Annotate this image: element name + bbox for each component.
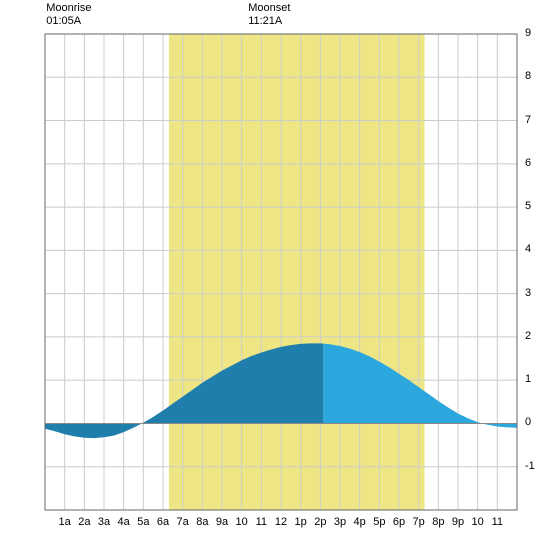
x-tick-label: 7a <box>174 516 192 528</box>
tide-moon-chart: Moonrise 01:05A Moonset 11:21A 1a2a3a4a5… <box>0 0 550 550</box>
x-tick-label: 5p <box>370 516 388 528</box>
y-tick-label: 5 <box>525 200 531 212</box>
x-tick-label: 2a <box>75 516 93 528</box>
y-tick-label: 1 <box>525 373 531 385</box>
x-tick-label: 12 <box>272 516 290 528</box>
y-tick-label: 8 <box>525 70 531 82</box>
x-tick-label: 10 <box>469 516 487 528</box>
x-tick-label: 4p <box>351 516 369 528</box>
x-tick-label: 11 <box>488 516 506 528</box>
x-tick-label: 3p <box>331 516 349 528</box>
x-tick-label: 11 <box>252 516 270 528</box>
x-tick-label: 9a <box>213 516 231 528</box>
x-tick-label: 7p <box>410 516 428 528</box>
x-tick-label: 6a <box>154 516 172 528</box>
y-tick-label: 6 <box>525 157 531 169</box>
x-tick-label: 10 <box>233 516 251 528</box>
x-tick-label: 8a <box>193 516 211 528</box>
y-tick-label: 3 <box>525 287 531 299</box>
x-tick-label: 2p <box>311 516 329 528</box>
x-tick-label: 3a <box>95 516 113 528</box>
y-tick-label: 4 <box>525 243 531 255</box>
x-tick-label: 8p <box>429 516 447 528</box>
y-tick-label: 0 <box>525 416 531 428</box>
y-tick-label: 7 <box>525 114 531 126</box>
x-tick-label: 5a <box>134 516 152 528</box>
x-tick-label: 6p <box>390 516 408 528</box>
y-tick-label: 2 <box>525 330 531 342</box>
x-tick-label: 9p <box>449 516 467 528</box>
y-tick-label: 9 <box>525 27 531 39</box>
x-tick-label: 1p <box>292 516 310 528</box>
x-tick-label: 1a <box>56 516 74 528</box>
y-tick-label: -1 <box>525 460 535 472</box>
x-tick-label: 4a <box>115 516 133 528</box>
chart-svg <box>0 0 550 550</box>
